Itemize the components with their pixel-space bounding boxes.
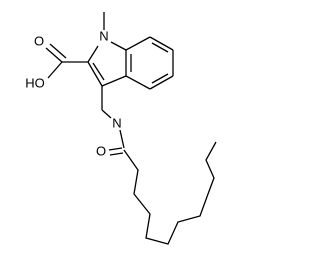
molecule-diagram: N O HO N O bbox=[25, 12, 217, 245]
atom-label: O bbox=[96, 143, 106, 158]
atom-label: N bbox=[112, 115, 121, 130]
atom-label: HO bbox=[25, 75, 45, 90]
atom-label: O bbox=[34, 33, 44, 48]
bonds bbox=[45, 12, 217, 245]
atom-label: N bbox=[99, 28, 108, 43]
